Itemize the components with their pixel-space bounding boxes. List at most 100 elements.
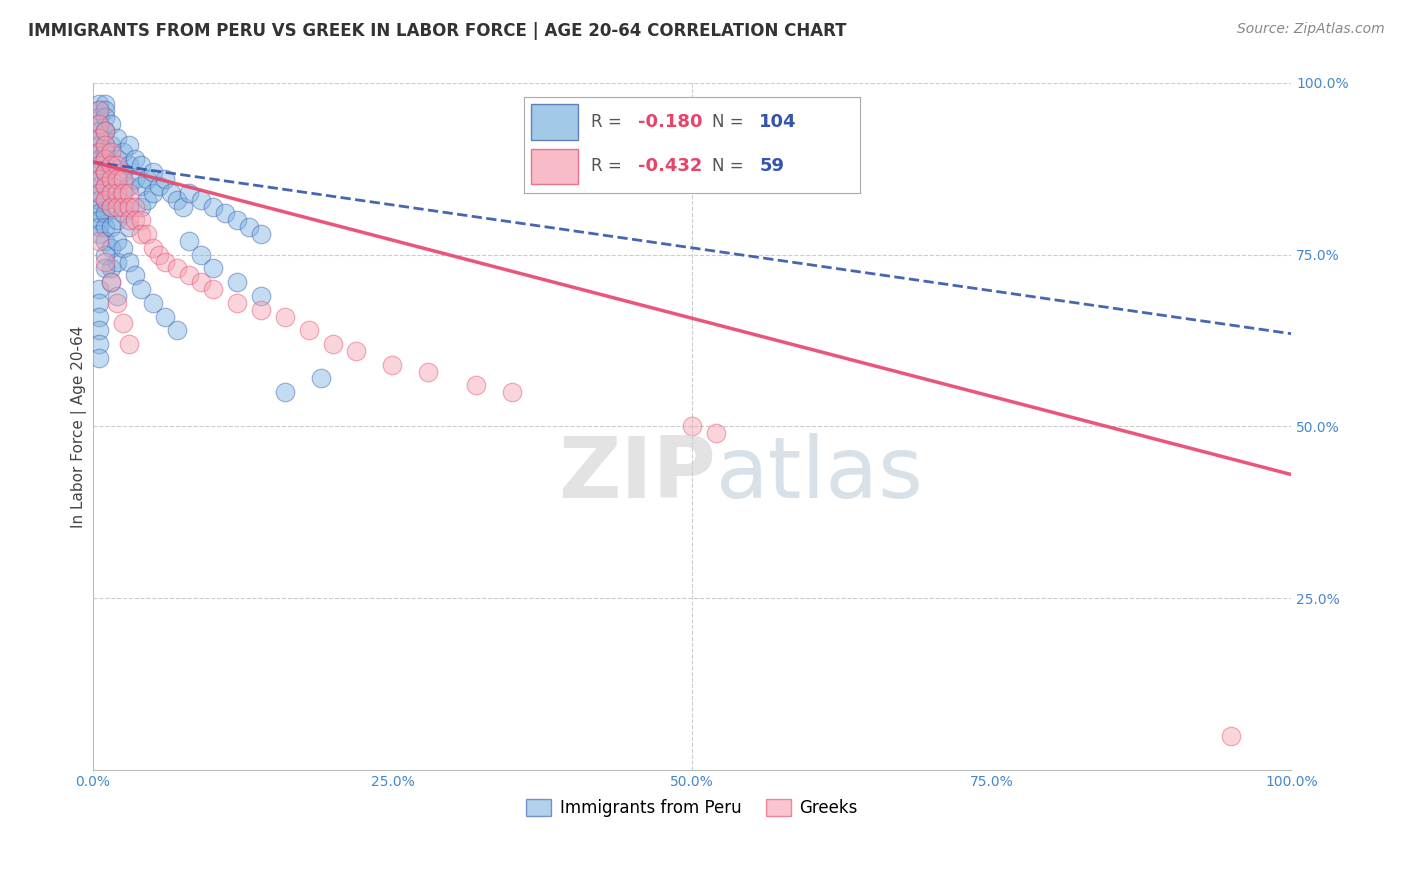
Point [142,295,165,310]
Point [111,145,134,159]
Text: IMMIGRANTS FROM PERU VS GREEK IN LABOR FORCE | AGE 20-64 CORRELATION CHART: IMMIGRANTS FROM PERU VS GREEK IN LABOR F… [28,22,846,40]
Point [249,302,271,317]
Point [94,124,117,138]
Point [87,186,110,200]
Point [681,419,703,434]
Point [105,172,128,186]
Point [87,131,110,145]
Point [214,206,236,220]
Point [225,295,247,310]
Point [87,206,110,220]
Point [87,179,110,194]
Point [105,234,128,248]
Point [94,193,117,207]
Point [87,131,110,145]
Y-axis label: In Labor Force | Age 20-64: In Labor Force | Age 20-64 [72,326,87,528]
Point [142,165,165,179]
Point [148,248,170,262]
Point [94,165,117,179]
Point [87,117,110,131]
Point [94,145,117,159]
Point [249,227,271,241]
Text: atlas: atlas [716,433,924,516]
Point [704,426,727,441]
Point [105,193,128,207]
Text: ZIP: ZIP [558,433,716,516]
Point [177,234,200,248]
Point [166,323,188,337]
Point [94,193,117,207]
Point [94,103,117,118]
Point [111,165,134,179]
Point [87,193,110,207]
Point [129,179,152,194]
Point [129,158,152,172]
Point [100,220,122,235]
Point [87,103,110,118]
Point [94,261,117,276]
Point [105,295,128,310]
Point [190,275,212,289]
Point [105,254,128,268]
Point [135,172,157,186]
Point [87,351,110,365]
Point [201,261,224,276]
Point [87,227,110,241]
Point [100,275,122,289]
Point [129,200,152,214]
Point [105,152,128,166]
Point [87,337,110,351]
Text: Source: ZipAtlas.com: Source: ZipAtlas.com [1237,22,1385,37]
Point [159,186,181,200]
Point [100,158,122,172]
Point [100,117,122,131]
Point [94,137,117,152]
Point [225,275,247,289]
Point [190,193,212,207]
Point [118,158,141,172]
Point [100,200,122,214]
Point [153,254,176,268]
Point [166,193,188,207]
Point [201,282,224,296]
Point [100,158,122,172]
Point [87,124,110,138]
Point [87,110,110,124]
Point [87,186,110,200]
Point [87,234,110,248]
Point [111,317,134,331]
Point [418,364,440,378]
Point [94,124,117,138]
Point [105,131,128,145]
Point [87,172,110,186]
Point [249,289,271,303]
Point [111,186,134,200]
Point [118,200,141,214]
Point [100,179,122,194]
Point [129,213,152,227]
Point [87,145,110,159]
Point [94,179,117,194]
Point [124,213,146,227]
Point [87,96,110,111]
Point [321,337,343,351]
Point [201,200,224,214]
Point [177,268,200,283]
Point [153,172,176,186]
Point [111,206,134,220]
Point [87,165,110,179]
Point [124,152,146,166]
Point [100,261,122,276]
Point [105,186,128,200]
Point [118,179,141,194]
Point [297,323,319,337]
Point [177,186,200,200]
Point [105,172,128,186]
Point [94,234,117,248]
Point [129,227,152,241]
Point [238,220,260,235]
Point [94,248,117,262]
Point [111,186,134,200]
Point [87,200,110,214]
Point [94,152,117,166]
